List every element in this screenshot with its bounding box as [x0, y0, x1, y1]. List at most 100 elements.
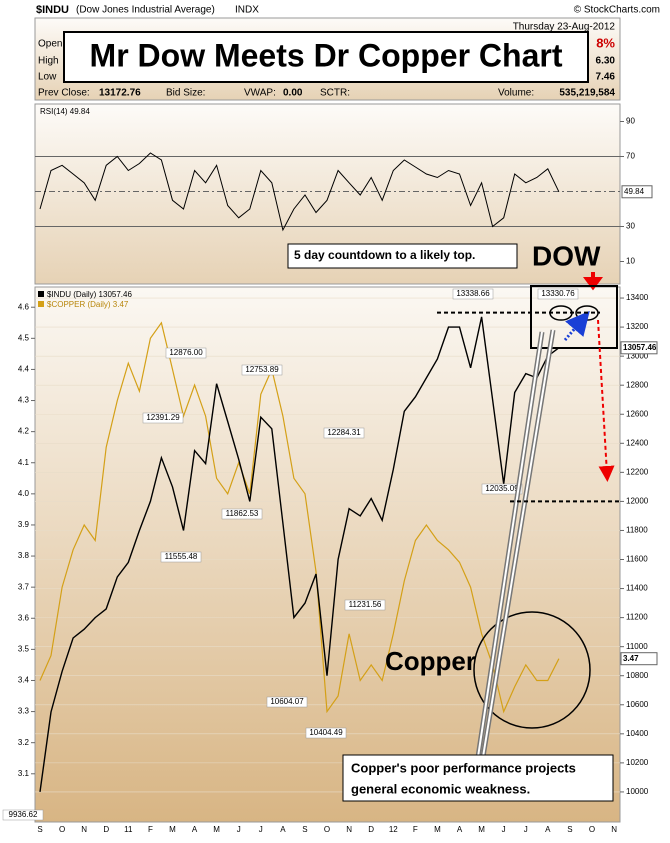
y2-tick-label: 11400	[626, 584, 648, 593]
last-value: 13057.46	[623, 343, 657, 352]
x-tick-label: A	[545, 825, 551, 834]
x-tick-label: A	[192, 825, 198, 834]
prev-close: 13172.76	[99, 88, 141, 99]
y2-tick-label: 12800	[626, 380, 649, 389]
point-label: 12035.09	[485, 484, 519, 493]
x-tick-label: O	[589, 825, 595, 834]
y-tick-label: 3.2	[18, 738, 30, 747]
legend-swatch	[38, 291, 44, 297]
x-tick-label: J	[237, 825, 241, 834]
legend-entry: $COPPER (Daily) 3.47	[47, 300, 129, 309]
y-tick-label: 3.5	[18, 644, 30, 653]
y-tick-label: 3.6	[18, 613, 30, 622]
annotations: 5 day countdown to a likely top. DOW Cop…	[287, 240, 620, 802]
x-tick-label: 11	[124, 825, 133, 834]
point-label-box	[452, 288, 494, 300]
point-label: 12284.31	[327, 428, 361, 437]
ohlc-label: Low	[38, 72, 57, 83]
pointer	[482, 329, 554, 758]
y2-tick-label: 12600	[626, 409, 649, 418]
y2-tick-label: 10600	[626, 700, 649, 709]
note: general economic weakness.	[351, 781, 530, 796]
copper-label: Copper	[385, 646, 476, 676]
point-label: 11555.48	[165, 552, 198, 561]
price-line	[39, 316, 560, 792]
x-tick-label: N	[346, 825, 352, 834]
blue-arrow	[563, 310, 590, 341]
x-tick-label: D	[368, 825, 374, 834]
legend-entry: RSI(14) 49.84	[40, 107, 90, 116]
note-box	[287, 243, 518, 269]
y2-tick-label: 13200	[626, 322, 649, 331]
volume-label: Volume:	[498, 88, 534, 99]
note: Copper's poor performance projects	[351, 760, 576, 775]
exchange: INDX	[235, 5, 259, 16]
y-tick-label: 4.5	[18, 333, 30, 342]
y2-tick-label: 11200	[626, 613, 648, 622]
point-label: 13330.76	[541, 289, 575, 298]
x-tick-label: J	[259, 825, 263, 834]
point-label: 10604.07	[270, 697, 304, 706]
y-tick-label: 3.8	[18, 551, 30, 560]
y2-tick-label: 11600	[626, 555, 648, 564]
y-tick-label: 3.4	[18, 676, 30, 685]
legend-swatch	[38, 301, 44, 307]
x-tick-label: N	[81, 825, 87, 834]
symbol: $INDU	[36, 4, 69, 16]
point-label-box	[537, 288, 579, 300]
vwap-label: VWAP:	[244, 88, 276, 99]
y-tick-label: 70	[626, 152, 635, 161]
y2-tick-label: 10400	[626, 729, 649, 738]
point-label-box	[165, 347, 207, 359]
red-arrow	[583, 272, 603, 291]
y-tick-label: 4.1	[18, 458, 30, 467]
last-value: 49.84	[624, 187, 645, 196]
last-value-box	[620, 652, 658, 666]
y-tick-label: 3.7	[18, 582, 30, 591]
y2-tick-label: 11800	[626, 526, 648, 535]
volume: 535,219,584	[559, 88, 615, 99]
y-tick-label: 4.6	[18, 302, 30, 311]
vwap: 0.00	[283, 88, 303, 99]
x-tick-label: M	[434, 825, 441, 834]
legend-entry: $INDU (Daily) 13057.46	[47, 290, 132, 299]
partial-value: 6.30	[596, 56, 616, 67]
point-label: 12753.89	[245, 365, 279, 374]
y2-tick-label: 12400	[626, 438, 649, 447]
x-tick-label: M	[213, 825, 220, 834]
copper-circle	[473, 611, 591, 729]
point-label: 11862.53	[226, 509, 259, 518]
point-label-box	[160, 551, 202, 563]
x-tick-label: A	[280, 825, 286, 834]
y2-tick-label: 11000	[626, 642, 648, 651]
red-dashed-arrow	[597, 319, 615, 482]
y-tick-label: 3.9	[18, 520, 30, 529]
bid-size: Bid Size:	[166, 88, 205, 99]
point-label-box	[481, 483, 523, 495]
x-tick-label: 12	[389, 825, 398, 834]
x-tick-label: M	[478, 825, 485, 834]
y-tick-label: 4.3	[18, 396, 30, 405]
y2-tick-label: 13000	[626, 351, 649, 360]
point-label-box	[266, 696, 308, 708]
x-tick-label: O	[324, 825, 330, 834]
point-label: 9936.62	[9, 810, 38, 819]
x-tick-label: F	[148, 825, 153, 834]
focus-box	[530, 285, 618, 349]
y-tick-label: 30	[626, 222, 635, 231]
note: 5 day countdown to a likely top.	[294, 248, 475, 262]
sctr: SCTR:	[320, 88, 350, 99]
last-value-box	[620, 341, 658, 355]
x-tick-label: F	[413, 825, 418, 834]
date: Thursday 23-Aug-2012	[513, 22, 616, 33]
partial-value: 7.46	[596, 72, 616, 83]
prev-close-label: Prev Close:	[38, 88, 90, 99]
last-value-box	[621, 185, 653, 199]
y-tick-label: 3.1	[18, 769, 30, 778]
x-tick-label: S	[302, 825, 307, 834]
x-tick-label: S	[567, 825, 572, 834]
pointer	[477, 331, 543, 758]
point-label: 10404.49	[309, 728, 343, 737]
x-tick-label: O	[59, 825, 65, 834]
y2-tick-label: 12200	[626, 467, 649, 476]
